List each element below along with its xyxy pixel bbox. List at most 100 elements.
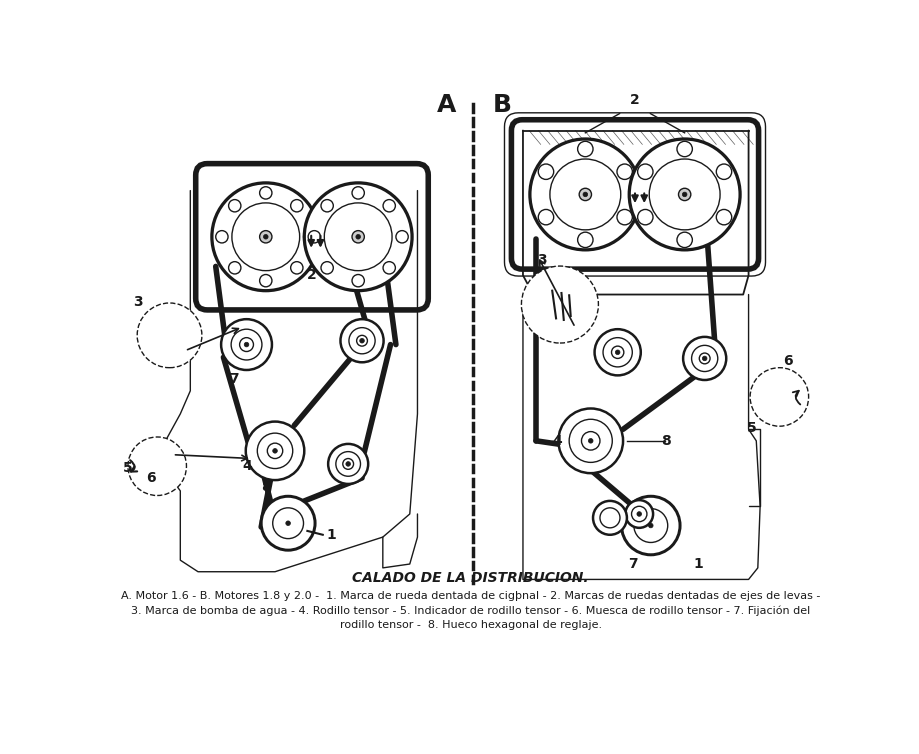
Text: 1: 1	[693, 557, 703, 571]
Text: B: B	[493, 93, 512, 117]
Circle shape	[229, 200, 241, 212]
Circle shape	[352, 187, 364, 199]
Circle shape	[716, 164, 732, 179]
Text: 3: 3	[537, 253, 547, 268]
Circle shape	[702, 356, 707, 360]
Circle shape	[617, 210, 632, 225]
Circle shape	[383, 262, 395, 274]
Circle shape	[328, 444, 369, 484]
Circle shape	[267, 443, 283, 458]
Circle shape	[216, 231, 228, 243]
Circle shape	[649, 523, 653, 528]
Circle shape	[264, 234, 268, 239]
Text: 5: 5	[747, 421, 756, 434]
Circle shape	[637, 512, 641, 516]
Circle shape	[678, 188, 691, 201]
Text: A. Motor 1.6 - B. Motores 1.8 y 2.0 -  1. Marca de rueda dentada de cigþnal - 2.: A. Motor 1.6 - B. Motores 1.8 y 2.0 - 1.…	[121, 590, 821, 601]
Circle shape	[578, 141, 593, 157]
Circle shape	[559, 409, 623, 474]
Circle shape	[638, 164, 653, 179]
Text: 8: 8	[261, 480, 271, 494]
Text: 8: 8	[662, 434, 671, 448]
Circle shape	[750, 368, 809, 426]
Circle shape	[257, 433, 293, 468]
Circle shape	[638, 210, 653, 225]
Circle shape	[324, 203, 392, 271]
Text: 5: 5	[122, 461, 132, 476]
Text: CALADO DE LA DISTRIBUCION.: CALADO DE LA DISTRIBUCION.	[352, 571, 589, 585]
Circle shape	[603, 338, 632, 367]
Circle shape	[335, 452, 360, 477]
Circle shape	[530, 139, 641, 250]
Circle shape	[634, 509, 668, 542]
Circle shape	[595, 329, 641, 375]
Circle shape	[621, 496, 680, 555]
Circle shape	[212, 183, 320, 291]
Circle shape	[583, 192, 587, 197]
Circle shape	[321, 262, 334, 274]
Circle shape	[229, 262, 241, 274]
Circle shape	[630, 139, 740, 250]
Circle shape	[593, 501, 627, 535]
Circle shape	[699, 353, 710, 364]
Circle shape	[550, 159, 620, 230]
Circle shape	[290, 200, 303, 212]
Circle shape	[260, 274, 272, 287]
Circle shape	[383, 200, 395, 212]
Circle shape	[273, 508, 303, 538]
Circle shape	[221, 319, 272, 370]
Circle shape	[692, 345, 718, 372]
Text: 7: 7	[628, 557, 637, 571]
Circle shape	[356, 234, 360, 239]
Circle shape	[308, 231, 321, 243]
Text: 6: 6	[783, 354, 793, 368]
Text: 1: 1	[326, 528, 336, 541]
Circle shape	[137, 303, 202, 368]
Circle shape	[352, 231, 364, 243]
Circle shape	[631, 506, 647, 522]
Text: 6: 6	[146, 470, 155, 485]
Circle shape	[579, 188, 592, 201]
Circle shape	[340, 319, 383, 362]
Circle shape	[617, 164, 632, 179]
Circle shape	[588, 439, 593, 443]
Circle shape	[261, 496, 315, 550]
Circle shape	[349, 328, 375, 354]
Circle shape	[683, 337, 726, 380]
Text: rodillo tensor -  8. Hueco hexagonal de reglaje.: rodillo tensor - 8. Hueco hexagonal de r…	[339, 620, 602, 630]
Circle shape	[359, 339, 364, 343]
Text: 7: 7	[230, 372, 239, 386]
Circle shape	[240, 338, 254, 351]
Circle shape	[677, 141, 692, 157]
Circle shape	[357, 336, 368, 346]
Circle shape	[578, 232, 593, 247]
Circle shape	[582, 431, 600, 450]
Circle shape	[244, 342, 249, 347]
Circle shape	[716, 210, 732, 225]
Circle shape	[677, 232, 692, 247]
Circle shape	[303, 231, 316, 243]
Circle shape	[260, 231, 272, 243]
Circle shape	[539, 210, 553, 225]
Circle shape	[521, 266, 598, 343]
Circle shape	[343, 458, 354, 469]
Circle shape	[396, 231, 408, 243]
Circle shape	[245, 421, 304, 480]
Circle shape	[625, 500, 653, 528]
Text: 4: 4	[552, 434, 562, 448]
Circle shape	[290, 262, 303, 274]
Circle shape	[352, 274, 364, 287]
Circle shape	[616, 350, 620, 354]
Circle shape	[569, 419, 612, 462]
Circle shape	[286, 521, 290, 526]
Text: 3: 3	[133, 295, 143, 309]
Circle shape	[611, 346, 624, 358]
Text: A: A	[437, 93, 456, 117]
Text: 2: 2	[630, 93, 640, 107]
Circle shape	[346, 461, 350, 466]
Text: 4: 4	[243, 459, 253, 473]
Circle shape	[682, 192, 687, 197]
Text: 2: 2	[307, 268, 317, 282]
Circle shape	[649, 159, 720, 230]
Circle shape	[539, 164, 553, 179]
